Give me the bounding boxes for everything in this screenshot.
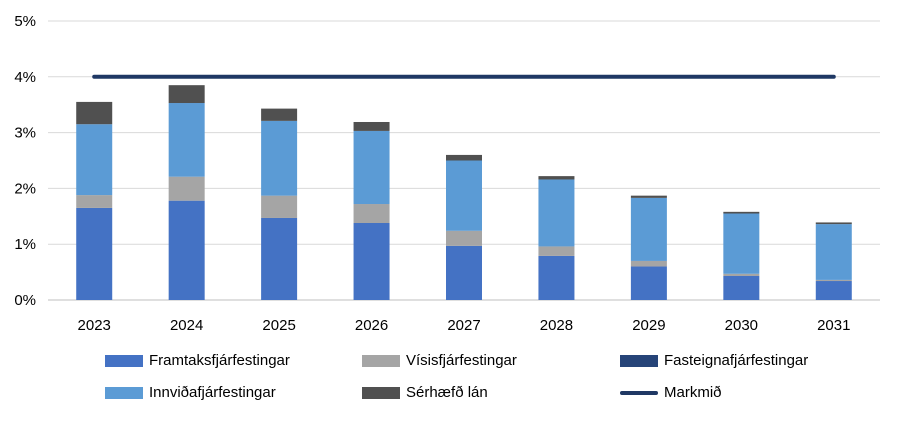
bar-segment: [538, 179, 575, 247]
bar-segment: [630, 266, 667, 300]
bar-segment: [815, 224, 852, 280]
x-tick-label: 2023: [78, 317, 111, 334]
bar-segment: [353, 121, 390, 131]
bar-segment: [630, 260, 667, 267]
bar-segment: [815, 281, 852, 300]
bar-segment: [261, 108, 298, 121]
bar-segment: [168, 200, 205, 300]
bar-segment: [353, 222, 390, 300]
bar-segment: [168, 176, 205, 201]
bar-segment: [538, 255, 575, 300]
bar-segment: [446, 230, 482, 246]
bar-segment: [723, 273, 760, 277]
x-tick-label: 2029: [632, 317, 665, 334]
x-tick-label: 2027: [447, 317, 480, 334]
x-tick-label: 2024: [170, 317, 203, 334]
bar-segment: [261, 195, 298, 218]
y-tick-label: 2%: [14, 180, 36, 197]
y-tick-label: 1%: [14, 236, 36, 253]
x-tick-label: 2030: [725, 317, 758, 334]
y-tick-label: 0%: [14, 292, 36, 309]
x-tick-label: 2025: [262, 317, 295, 334]
bar-segment: [446, 154, 482, 161]
x-tick-label: 2028: [540, 317, 573, 334]
bar-segment: [168, 103, 205, 177]
y-tick-label: 5%: [14, 13, 36, 30]
bar-segment: [723, 276, 760, 300]
y-tick-label: 3%: [14, 125, 36, 142]
bar-segment: [168, 85, 205, 104]
bar-segment: [76, 195, 113, 208]
y-tick-label: 4%: [14, 69, 36, 86]
bar-segment: [815, 222, 852, 225]
bar-segment: [446, 245, 482, 300]
bar-segment: [76, 207, 113, 300]
bar-segment: [723, 213, 760, 274]
bar-segment: [538, 246, 575, 256]
x-tick-label: 2026: [355, 317, 388, 334]
bar-segment: [538, 176, 575, 180]
bar-segment: [353, 204, 390, 223]
bar-segment: [261, 120, 298, 196]
bar-segment: [815, 279, 852, 282]
bar-segment: [630, 197, 667, 261]
bar-segment: [446, 160, 482, 231]
bar-segment: [76, 124, 113, 196]
bar-segment: [723, 211, 760, 214]
bar-segment: [261, 217, 298, 300]
bar-segment: [353, 130, 390, 205]
bar-segment: [630, 195, 667, 198]
x-tick-label: 2031: [817, 317, 850, 334]
bar-segment: [76, 101, 113, 125]
